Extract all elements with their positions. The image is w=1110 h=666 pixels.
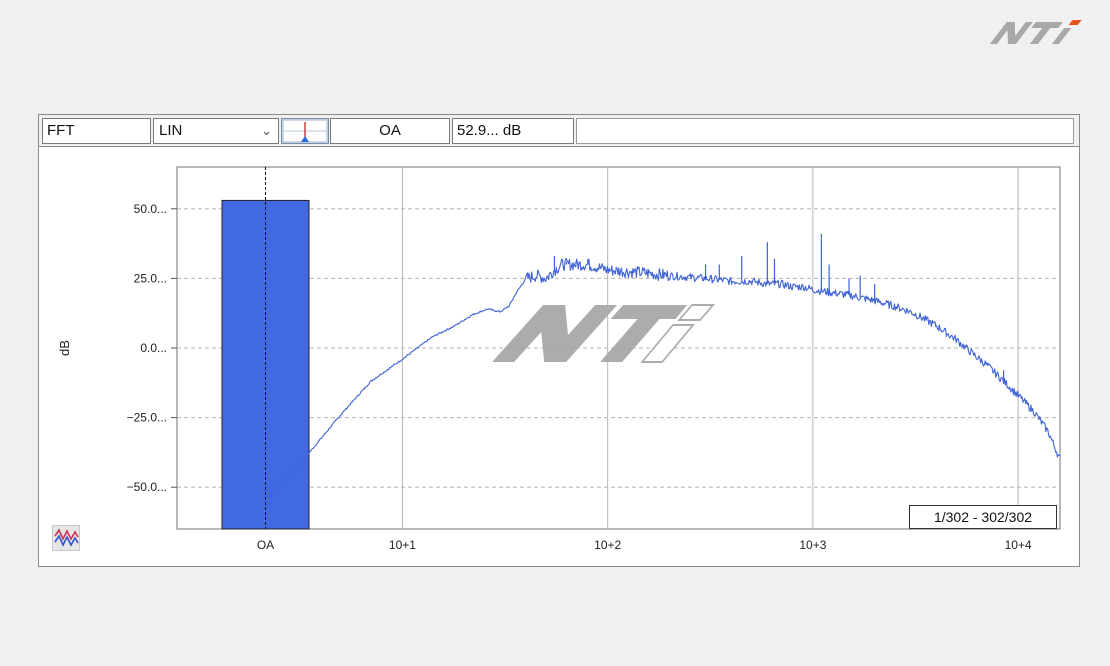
toolbar-spacer: [576, 118, 1074, 144]
x-tick-label: 10+3: [799, 538, 826, 552]
x-tick-label: 10+2: [594, 538, 621, 552]
spectrum-trace: [267, 257, 1061, 499]
panel-toolbar: FFT LIN ⌄ OA 52.9... dB: [39, 115, 1079, 147]
y-tick-label: −50.0...: [127, 480, 167, 494]
scale-value: LIN: [159, 122, 183, 139]
y-axis-label: dB: [57, 340, 72, 356]
level-readout: 52.9... dB: [452, 118, 574, 144]
chevron-down-icon[interactable]: ⌄: [261, 123, 272, 138]
x-tick-label-oa: OA: [257, 538, 274, 552]
x-tick-label: 10+4: [1005, 538, 1032, 552]
axis-labels: 50.0... 25.0... 0.0... −25.0... −50.0... 10+1…: [127, 202, 1032, 552]
y-tick-label: 50.0...: [134, 202, 167, 216]
cursor-toggle-button[interactable]: [281, 118, 329, 144]
fft-panel: FFT LIN ⌄ OA 52.9... dB: [38, 114, 1080, 567]
y-tick-label: 25.0...: [134, 271, 167, 285]
fft-chart[interactable]: 50.0... 25.0... 0.0... −25.0... −50.0... 10+1…: [39, 147, 1079, 567]
x-tick-label: 10+1: [389, 538, 416, 552]
scale-dropdown[interactable]: LIN ⌄: [153, 118, 279, 144]
chart-marks: [221, 167, 1061, 530]
y-tick-label: 0.0...: [140, 341, 167, 355]
nti-logo: [989, 20, 1082, 44]
mode-field[interactable]: FFT: [42, 118, 151, 144]
band-field[interactable]: OA: [330, 118, 450, 144]
record-counter: 1/302 - 302/302: [909, 505, 1057, 529]
cursor-marker-icon: [282, 119, 328, 143]
nti-watermark: [492, 304, 716, 363]
y-tick-label: −25.0...: [127, 411, 167, 425]
spectrum-view-icon[interactable]: [52, 525, 80, 551]
